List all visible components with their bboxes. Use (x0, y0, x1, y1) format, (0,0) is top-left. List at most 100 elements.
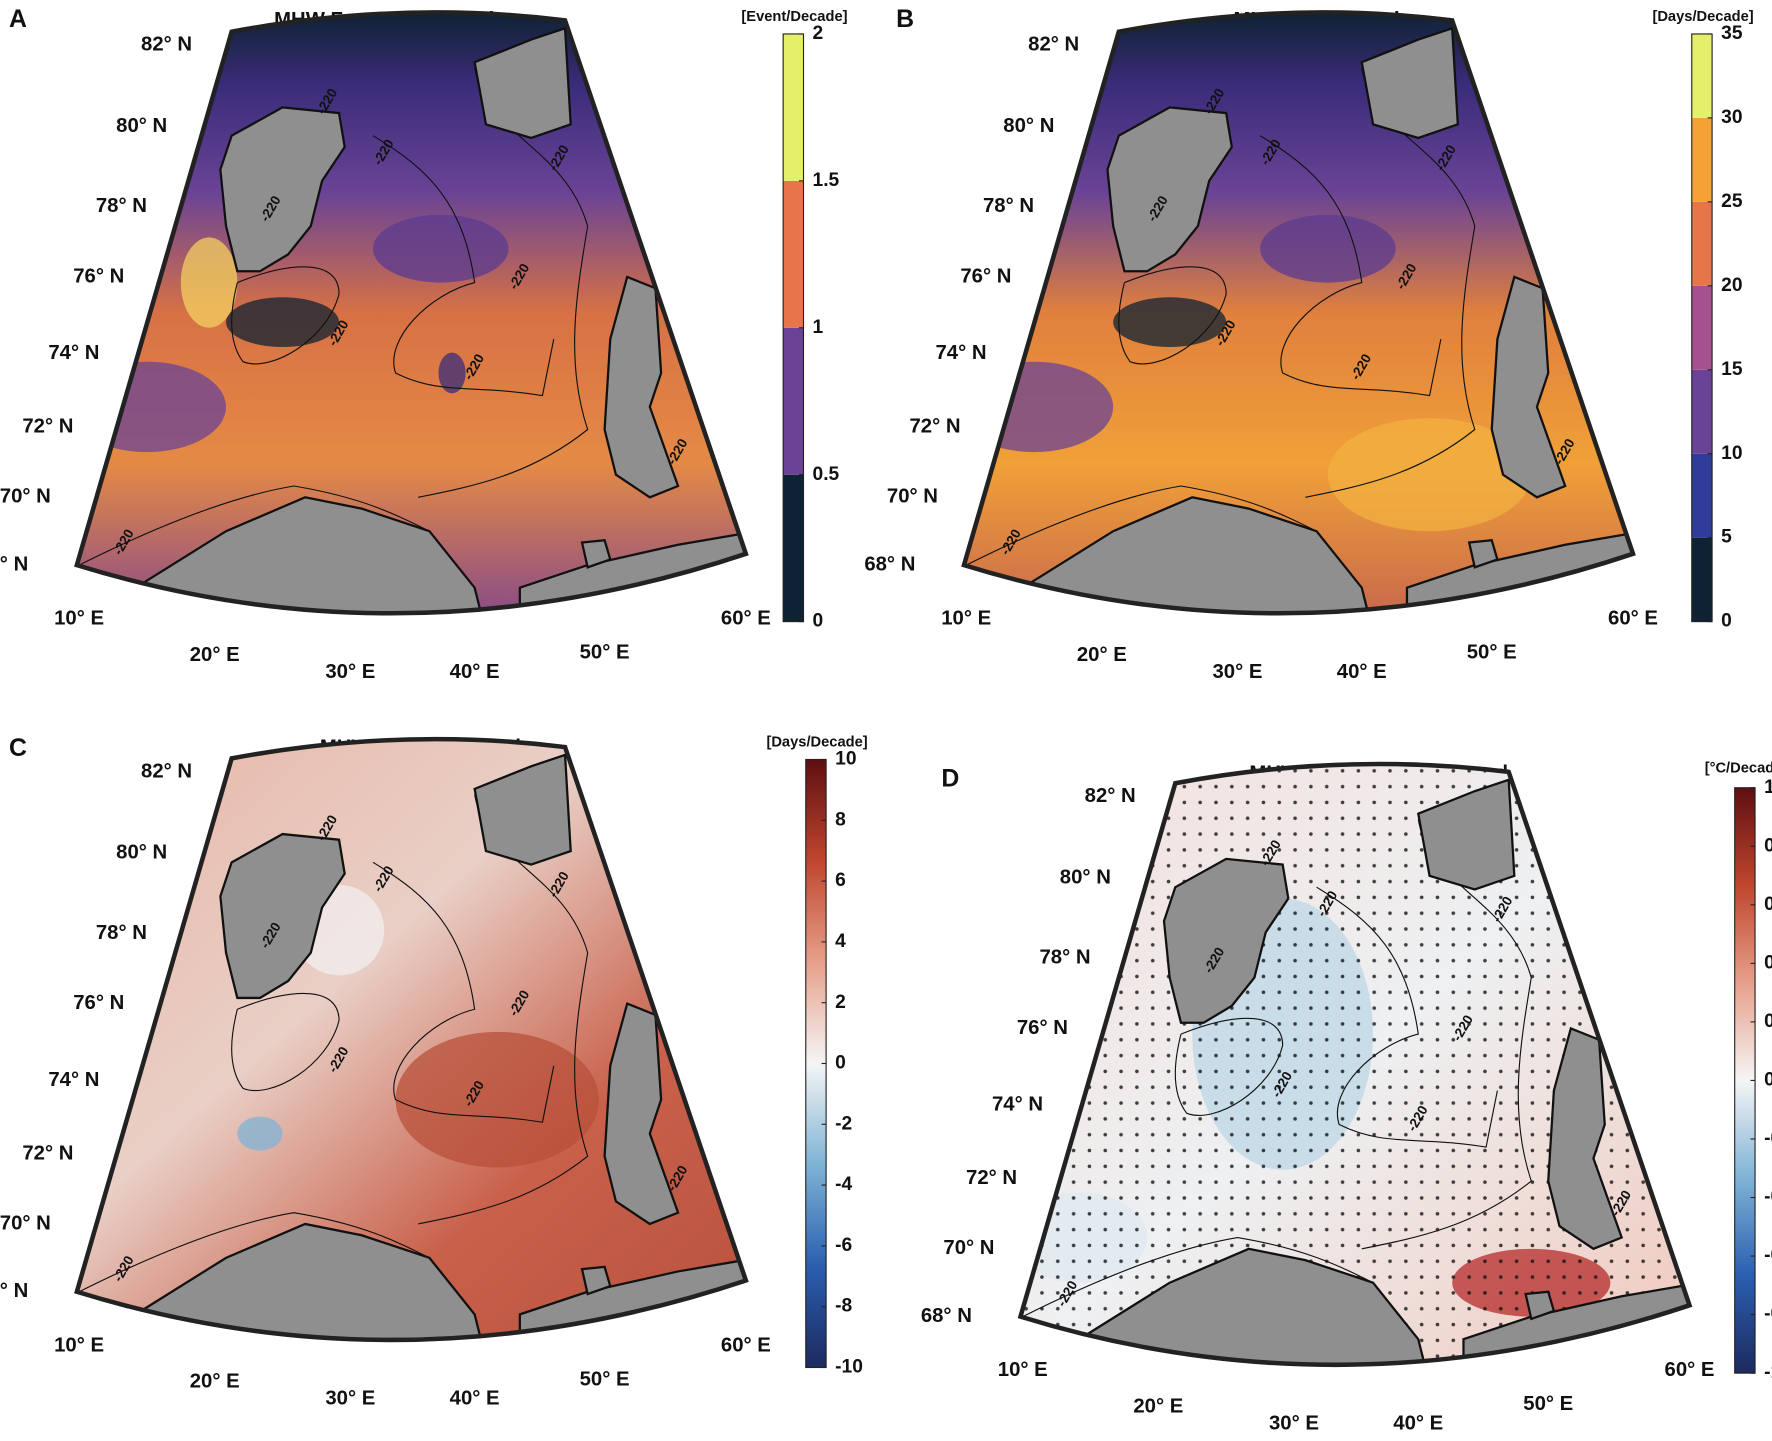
lat-label: 82° N (1028, 34, 1079, 56)
field-patch (180, 237, 238, 328)
land (1360, 26, 1460, 140)
colorbar-frame (1691, 33, 1713, 623)
lat-label: 70° N (0, 486, 51, 508)
contour-line (1305, 67, 1476, 498)
land (580, 539, 612, 569)
lat-label: 72° N (22, 416, 73, 438)
lon-label: 50° E (1467, 642, 1517, 664)
lon-label: 30° E (1269, 1412, 1319, 1434)
contour-line (965, 485, 1317, 566)
field-patch (372, 214, 509, 283)
lon-label: 50° E (580, 642, 630, 664)
lat-label: 70° N (943, 1237, 994, 1259)
colorbar-tick-label: 35 (1721, 23, 1743, 44)
lat-label: 68° N (0, 553, 28, 575)
lon-label: 20° E (190, 644, 240, 666)
lon-label: 50° E (580, 1368, 630, 1390)
contour-line (1361, 819, 1532, 1250)
colorbar-tick-label: 30 (1721, 107, 1742, 128)
colorbar-ramp (805, 759, 827, 1368)
lat-label: 80° N (116, 842, 167, 864)
colorbar-segment (1691, 33, 1713, 118)
colorbar-tick-label: 0 (1764, 1070, 1772, 1091)
map-frame (74, 10, 749, 616)
colorbar-segment (783, 474, 804, 622)
colorbar-tick-label: 0.2 (1764, 1011, 1772, 1032)
lat-label: 82° N (141, 760, 192, 782)
land (1524, 1290, 1556, 1321)
lat-label: 72° N (966, 1167, 1017, 1189)
lat-label: 76° N (73, 265, 124, 287)
colorbar-unit: [Days/Decade] (1652, 9, 1753, 25)
colorbar-tick-label: 5 (1721, 527, 1732, 548)
lat-label: 72° N (22, 1142, 73, 1164)
contour-line (78, 1212, 430, 1293)
colorbar-segment (1691, 453, 1713, 538)
lat-label: 74° N (992, 1094, 1043, 1116)
lat-label: 76° N (1017, 1017, 1068, 1039)
colorbar-tick-label: -0.4 (1764, 1187, 1772, 1208)
colorbar-tick-label: 15 (1721, 359, 1743, 380)
colorbar-tick-label: 0 (813, 611, 824, 632)
land (1162, 857, 1290, 1024)
colorbar-tick-label: 2 (835, 992, 846, 1013)
lon-label: 50° E (1523, 1393, 1573, 1415)
colorbar-tick-label: -0.6 (1764, 1245, 1772, 1266)
land (473, 753, 572, 866)
colorbar-tick-label: -8 (835, 1296, 852, 1317)
lat-label: 76° N (960, 265, 1011, 287)
contour-line (418, 794, 589, 1225)
field-patch (1113, 297, 1227, 348)
colorbar-tick-label: 1.5 (813, 170, 840, 191)
lon-label: 20° E (190, 1371, 240, 1393)
land (1490, 275, 1567, 499)
colorbar-tick-label: -0.2 (1764, 1128, 1772, 1149)
colorbar-tick-label: -10 (835, 1357, 863, 1378)
contour-line (1316, 886, 1498, 1148)
lon-label: 30° E (325, 1388, 375, 1410)
map-frame (961, 10, 1636, 616)
lon-label: 10° E (54, 1334, 104, 1356)
land (963, 496, 1386, 614)
contour-line (372, 861, 555, 1123)
land (473, 26, 572, 140)
lon-label: 60° E (1608, 608, 1658, 630)
colorbar-tick-label: 10 (1721, 443, 1742, 464)
lon-label: 40° E (450, 661, 500, 683)
lon-label: 40° E (1393, 1412, 1443, 1434)
contour-line (231, 266, 340, 365)
colorbar-segment (1691, 201, 1713, 286)
colorbar-unit: [Event/Decade] (741, 9, 847, 25)
lat-label: 80° N (116, 115, 167, 137)
field-patch (438, 352, 466, 394)
panel: BMHW Days Trend-220-220-220-220-220-220-… (864, 5, 1753, 683)
map-frame (1017, 761, 1693, 1368)
field-patch (226, 297, 340, 348)
colorbar-tick-label: -4 (835, 1174, 852, 1195)
field-patch (1327, 418, 1532, 532)
land (76, 1222, 499, 1340)
panel-label: B (896, 5, 914, 33)
colorbar-segment (783, 327, 804, 475)
colorbar-tick-label: 1 (813, 317, 824, 338)
map: -220-220-220-220-220-220-220-220-22082° … (0, 736, 771, 1410)
lat-label: 78° N (96, 922, 147, 944)
colorbar-tick-label: -6 (835, 1235, 852, 1256)
land (1106, 106, 1233, 273)
lat-label: 72° N (910, 416, 961, 438)
lon-label: 60° E (721, 608, 771, 630)
lat-label: 68° N (921, 1305, 972, 1327)
lon-label: 10° E (998, 1359, 1048, 1381)
colorbar-tick-label: -1 (1764, 1362, 1772, 1383)
lon-label: 10° E (941, 608, 991, 630)
colorbar-segment (1691, 117, 1713, 202)
land (603, 275, 680, 499)
colorbar-segment (1691, 537, 1713, 622)
map-content: -220-220-220-220-220-220-220-220-220 (963, 12, 1633, 614)
colorbar-tick-label: 0.5 (813, 464, 840, 485)
map-content: -220-220-220-220-220-220-220-220-220 (76, 739, 746, 1340)
colorbar-ramp (1734, 787, 1756, 1374)
lat-label: 78° N (983, 195, 1034, 217)
panel-label: D (941, 764, 959, 792)
colorbar-segment (783, 180, 804, 328)
